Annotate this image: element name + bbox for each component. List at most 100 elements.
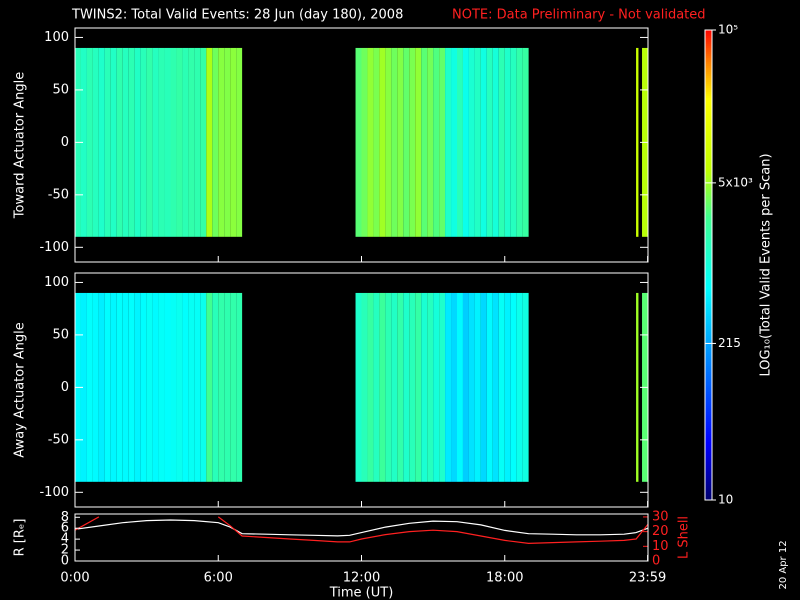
colorbar-cell bbox=[705, 96, 712, 99]
colorbar-cell bbox=[705, 416, 712, 419]
colorbar-cell bbox=[705, 232, 712, 235]
colorbar-cell bbox=[705, 206, 712, 209]
heat-column bbox=[391, 292, 398, 482]
heat-column bbox=[522, 47, 529, 237]
colorbar-cell bbox=[705, 194, 712, 197]
heat-column bbox=[379, 47, 386, 237]
heat-column bbox=[397, 47, 404, 237]
heat-column bbox=[176, 292, 183, 482]
colorbar-cell bbox=[705, 372, 712, 375]
y2-tick-label: 30 bbox=[652, 509, 669, 524]
colorbar-cell bbox=[705, 236, 712, 239]
colorbar-cell bbox=[705, 36, 712, 39]
colorbar-cell bbox=[705, 62, 712, 65]
colorbar-cell bbox=[705, 276, 712, 279]
heat-column bbox=[516, 47, 523, 237]
x-tick-label: 12:00 bbox=[343, 571, 380, 586]
colorbar-cell bbox=[705, 140, 712, 143]
colorbar-cell bbox=[705, 476, 712, 479]
colorbar-cell bbox=[705, 312, 712, 315]
x-axis-label: Time (UT) bbox=[329, 586, 394, 600]
heat-column bbox=[98, 47, 105, 237]
colorbar-cell bbox=[705, 118, 712, 121]
heat-column bbox=[224, 47, 231, 237]
x-tick-label: 18:00 bbox=[486, 571, 523, 586]
x-tick-label: 6:00 bbox=[204, 571, 233, 586]
colorbar-cell bbox=[705, 30, 712, 33]
colorbar-cell bbox=[705, 142, 712, 145]
colorbar-cell bbox=[705, 208, 712, 211]
colorbar-cell bbox=[705, 128, 712, 131]
y-tick-label: -100 bbox=[39, 240, 69, 255]
heat-column bbox=[134, 292, 141, 482]
colorbar-cell bbox=[705, 220, 712, 223]
heat-column bbox=[636, 292, 639, 482]
colorbar-cell bbox=[705, 428, 712, 431]
heat-column bbox=[403, 47, 410, 237]
colorbar-cell bbox=[705, 430, 712, 433]
heat-column bbox=[510, 47, 517, 237]
colorbar-cell bbox=[705, 480, 712, 483]
heat-column bbox=[146, 47, 153, 237]
colorbar-cell bbox=[705, 426, 712, 429]
colorbar-cell bbox=[705, 116, 712, 119]
colorbar-cell bbox=[705, 200, 712, 203]
colorbar-cell bbox=[705, 56, 712, 59]
colorbar-tick-label: 5x10³ bbox=[718, 175, 753, 189]
heat-column bbox=[116, 47, 123, 237]
title: TWINS2: Total Valid Events: 28 Jun (day … bbox=[71, 8, 403, 23]
colorbar-cell bbox=[705, 348, 712, 351]
colorbar-cell bbox=[705, 84, 712, 87]
colorbar-cell bbox=[705, 462, 712, 465]
heat-column bbox=[230, 47, 237, 237]
colorbar-cell bbox=[705, 382, 712, 385]
heat-column bbox=[367, 292, 374, 482]
y2-tick-label: 20 bbox=[652, 524, 669, 539]
colorbar-cell bbox=[705, 150, 712, 153]
colorbar-cell bbox=[705, 354, 712, 357]
heat-column bbox=[140, 292, 147, 482]
colorbar-cell bbox=[705, 72, 712, 75]
heat-column bbox=[427, 292, 434, 482]
heat-column bbox=[510, 292, 517, 482]
colorbar-cell bbox=[705, 234, 712, 237]
heat-column bbox=[194, 292, 201, 482]
y-tick-label: 0 bbox=[61, 380, 69, 395]
colorbar-cell bbox=[705, 490, 712, 493]
colorbar-cell bbox=[705, 292, 712, 295]
heat-column bbox=[462, 47, 469, 237]
colorbar-cell bbox=[705, 178, 712, 181]
y-axis-label: Toward Actuator Angle bbox=[13, 72, 28, 219]
x-tick-label: 0:00 bbox=[60, 571, 89, 586]
colorbar-cell bbox=[705, 320, 712, 323]
heat-column bbox=[415, 292, 422, 482]
colorbar-cell bbox=[705, 76, 712, 79]
heat-column bbox=[80, 47, 87, 237]
colorbar-cell bbox=[705, 228, 712, 231]
heat-column bbox=[421, 47, 428, 237]
colorbar-cell bbox=[705, 114, 712, 117]
colorbar-cell bbox=[705, 288, 712, 291]
colorbar-cell bbox=[705, 90, 712, 93]
heat-column bbox=[218, 47, 225, 237]
y-tick-label: -50 bbox=[48, 187, 69, 202]
colorbar-cell bbox=[705, 284, 712, 287]
colorbar-cell bbox=[705, 318, 712, 321]
colorbar-cell bbox=[705, 230, 712, 233]
colorbar-cell bbox=[705, 328, 712, 331]
colorbar-cell bbox=[705, 244, 712, 247]
side-label: 20 Apr 12 bbox=[778, 540, 789, 589]
colorbar-cell bbox=[705, 294, 712, 297]
colorbar-cell bbox=[705, 132, 712, 135]
colorbar-cell bbox=[705, 266, 712, 269]
heat-column bbox=[182, 292, 189, 482]
y-tick-label: 0 bbox=[61, 135, 69, 150]
colorbar-cell bbox=[705, 152, 712, 155]
colorbar-cell bbox=[705, 68, 712, 71]
colorbar-cell bbox=[705, 170, 712, 173]
heat-column bbox=[200, 292, 207, 482]
colorbar-cell bbox=[705, 396, 712, 399]
colorbar-cell bbox=[705, 456, 712, 459]
colorbar-cell bbox=[705, 368, 712, 371]
heat-column bbox=[230, 292, 237, 482]
